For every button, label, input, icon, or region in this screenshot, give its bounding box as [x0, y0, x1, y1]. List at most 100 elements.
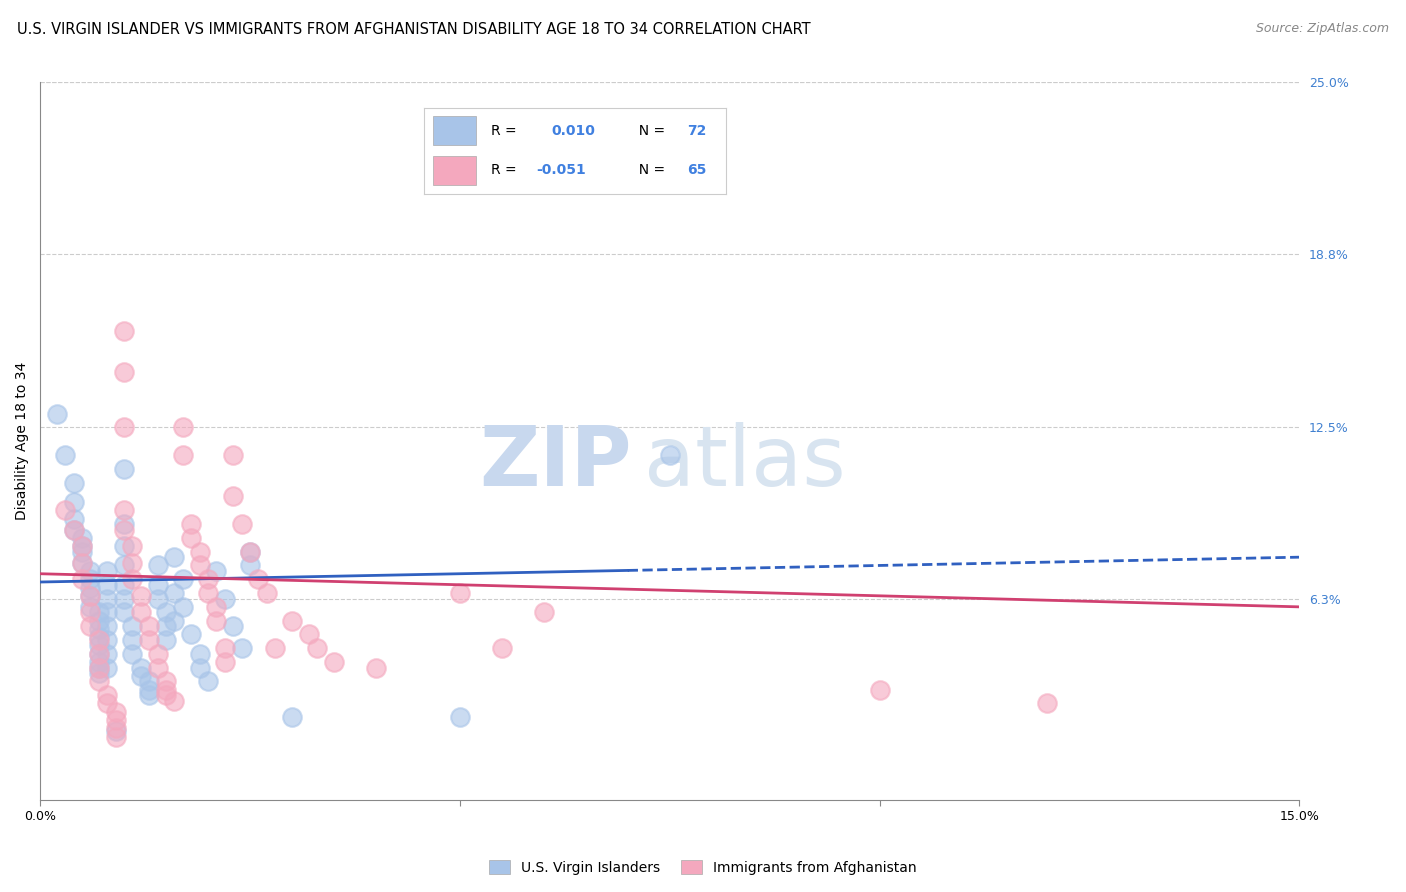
Point [121, 572, 143, 586]
Point [163, 586, 186, 600]
Point [172, 448, 194, 462]
Y-axis label: Disability Age 18 to 34: Disability Age 18 to 34 [15, 362, 30, 520]
Point [79, 572, 101, 586]
Point [62, 523, 84, 537]
Point [79, 589, 101, 603]
Point [155, 632, 177, 647]
Point [79, 564, 101, 578]
Point [121, 539, 143, 553]
Point [222, 448, 245, 462]
Point [62, 511, 84, 525]
Point [121, 619, 143, 633]
Point [129, 669, 152, 683]
Point [79, 581, 101, 595]
Point [533, 606, 555, 620]
Point [112, 365, 135, 379]
Point [96, 632, 118, 647]
Point [188, 544, 211, 558]
Point [112, 578, 135, 592]
Point [146, 578, 169, 592]
Point [79, 606, 101, 620]
Point [96, 591, 118, 606]
Point [87, 674, 110, 689]
Point [180, 627, 202, 641]
Point [231, 641, 253, 656]
Point [129, 606, 152, 620]
Point [96, 647, 118, 661]
Point [205, 564, 228, 578]
Point [188, 558, 211, 573]
Point [172, 420, 194, 434]
Point [45, 407, 67, 421]
Point [87, 647, 110, 661]
Point [188, 647, 211, 661]
Point [112, 558, 135, 573]
Point [163, 694, 186, 708]
Point [87, 622, 110, 636]
Point [79, 599, 101, 614]
Text: Source: ZipAtlas.com: Source: ZipAtlas.com [1256, 22, 1389, 36]
Point [87, 660, 110, 674]
Point [146, 591, 169, 606]
Point [197, 586, 219, 600]
Point [121, 647, 143, 661]
Point [79, 619, 101, 633]
Point [70, 556, 93, 570]
Point [180, 531, 202, 545]
Point [180, 517, 202, 532]
Point [104, 713, 127, 727]
Point [163, 550, 186, 565]
Point [205, 614, 228, 628]
Point [155, 688, 177, 702]
Point [264, 641, 287, 656]
Point [104, 721, 127, 735]
Point [1036, 697, 1059, 711]
Legend: U.S. Virgin Islanders, Immigrants from Afghanistan: U.S. Virgin Islanders, Immigrants from A… [484, 855, 922, 880]
Point [112, 606, 135, 620]
Point [188, 660, 211, 674]
Point [197, 674, 219, 689]
Point [129, 589, 152, 603]
Text: atlas: atlas [644, 422, 846, 503]
Point [62, 475, 84, 490]
Point [96, 578, 118, 592]
Point [70, 572, 93, 586]
Point [449, 586, 471, 600]
Point [70, 544, 93, 558]
Point [138, 619, 160, 633]
Point [307, 641, 329, 656]
Point [87, 655, 110, 669]
Point [62, 523, 84, 537]
Point [112, 462, 135, 476]
Point [87, 632, 110, 647]
Point [256, 586, 278, 600]
Point [239, 544, 262, 558]
Point [112, 539, 135, 553]
Point [70, 531, 93, 545]
Point [281, 614, 304, 628]
Point [96, 697, 118, 711]
Point [146, 558, 169, 573]
Point [70, 539, 93, 553]
Point [96, 619, 118, 633]
Point [104, 730, 127, 744]
Point [231, 517, 253, 532]
Point [155, 682, 177, 697]
Point [155, 674, 177, 689]
Point [87, 660, 110, 674]
Point [121, 632, 143, 647]
Point [172, 572, 194, 586]
Point [298, 627, 321, 641]
Text: ZIP: ZIP [479, 422, 631, 503]
Point [87, 647, 110, 661]
Point [112, 591, 135, 606]
Point [214, 655, 236, 669]
Point [239, 544, 262, 558]
Point [197, 572, 219, 586]
Point [138, 682, 160, 697]
Text: U.S. VIRGIN ISLANDER VS IMMIGRANTS FROM AFGHANISTAN DISABILITY AGE 18 TO 34 CORR: U.S. VIRGIN ISLANDER VS IMMIGRANTS FROM … [17, 22, 810, 37]
Point [281, 710, 304, 724]
Point [53, 448, 76, 462]
Point [87, 614, 110, 628]
Point [214, 641, 236, 656]
